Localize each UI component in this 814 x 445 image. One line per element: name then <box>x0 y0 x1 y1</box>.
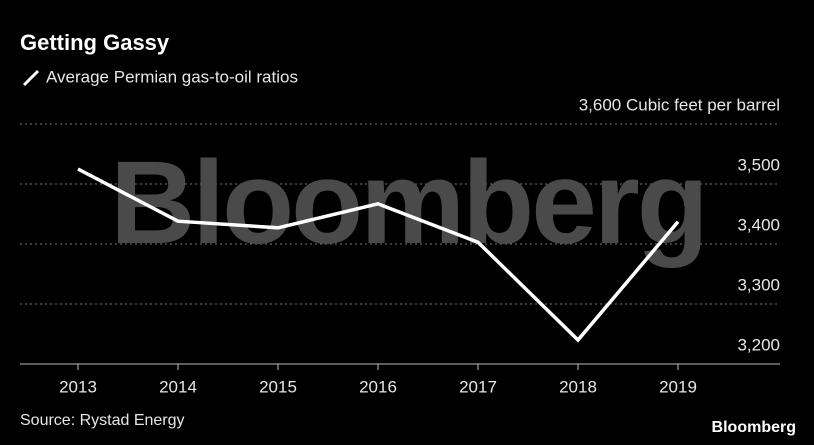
x-tick-label: 2017 <box>459 377 497 396</box>
legend-swatch <box>22 69 40 87</box>
x-tick-label: 2018 <box>559 377 597 396</box>
y-tick-label: 3,300 <box>737 275 780 294</box>
y-tick-label: 3,600 Cubic feet per barrel <box>579 95 780 114</box>
brand: Bloomberg <box>712 419 796 436</box>
y-tick-label: 3,200 <box>737 335 780 354</box>
line-series <box>77 167 680 343</box>
chart-title: Getting Gassy <box>20 30 170 55</box>
legend-label: Average Permian gas-to-oil ratios <box>46 67 298 86</box>
x-tick-label: 2014 <box>159 377 197 396</box>
x-tick-label: 2013 <box>59 377 97 396</box>
x-tick-label: 2016 <box>359 377 397 396</box>
y-tick-label: 3,400 <box>737 215 780 234</box>
x-tick-label: 2015 <box>259 377 297 396</box>
watermark: Bloomberg <box>110 137 706 269</box>
y-tick-label: 3,500 <box>737 155 780 174</box>
source: Source: Rystad Energy <box>20 412 185 429</box>
x-tick-label: 2019 <box>659 377 697 396</box>
